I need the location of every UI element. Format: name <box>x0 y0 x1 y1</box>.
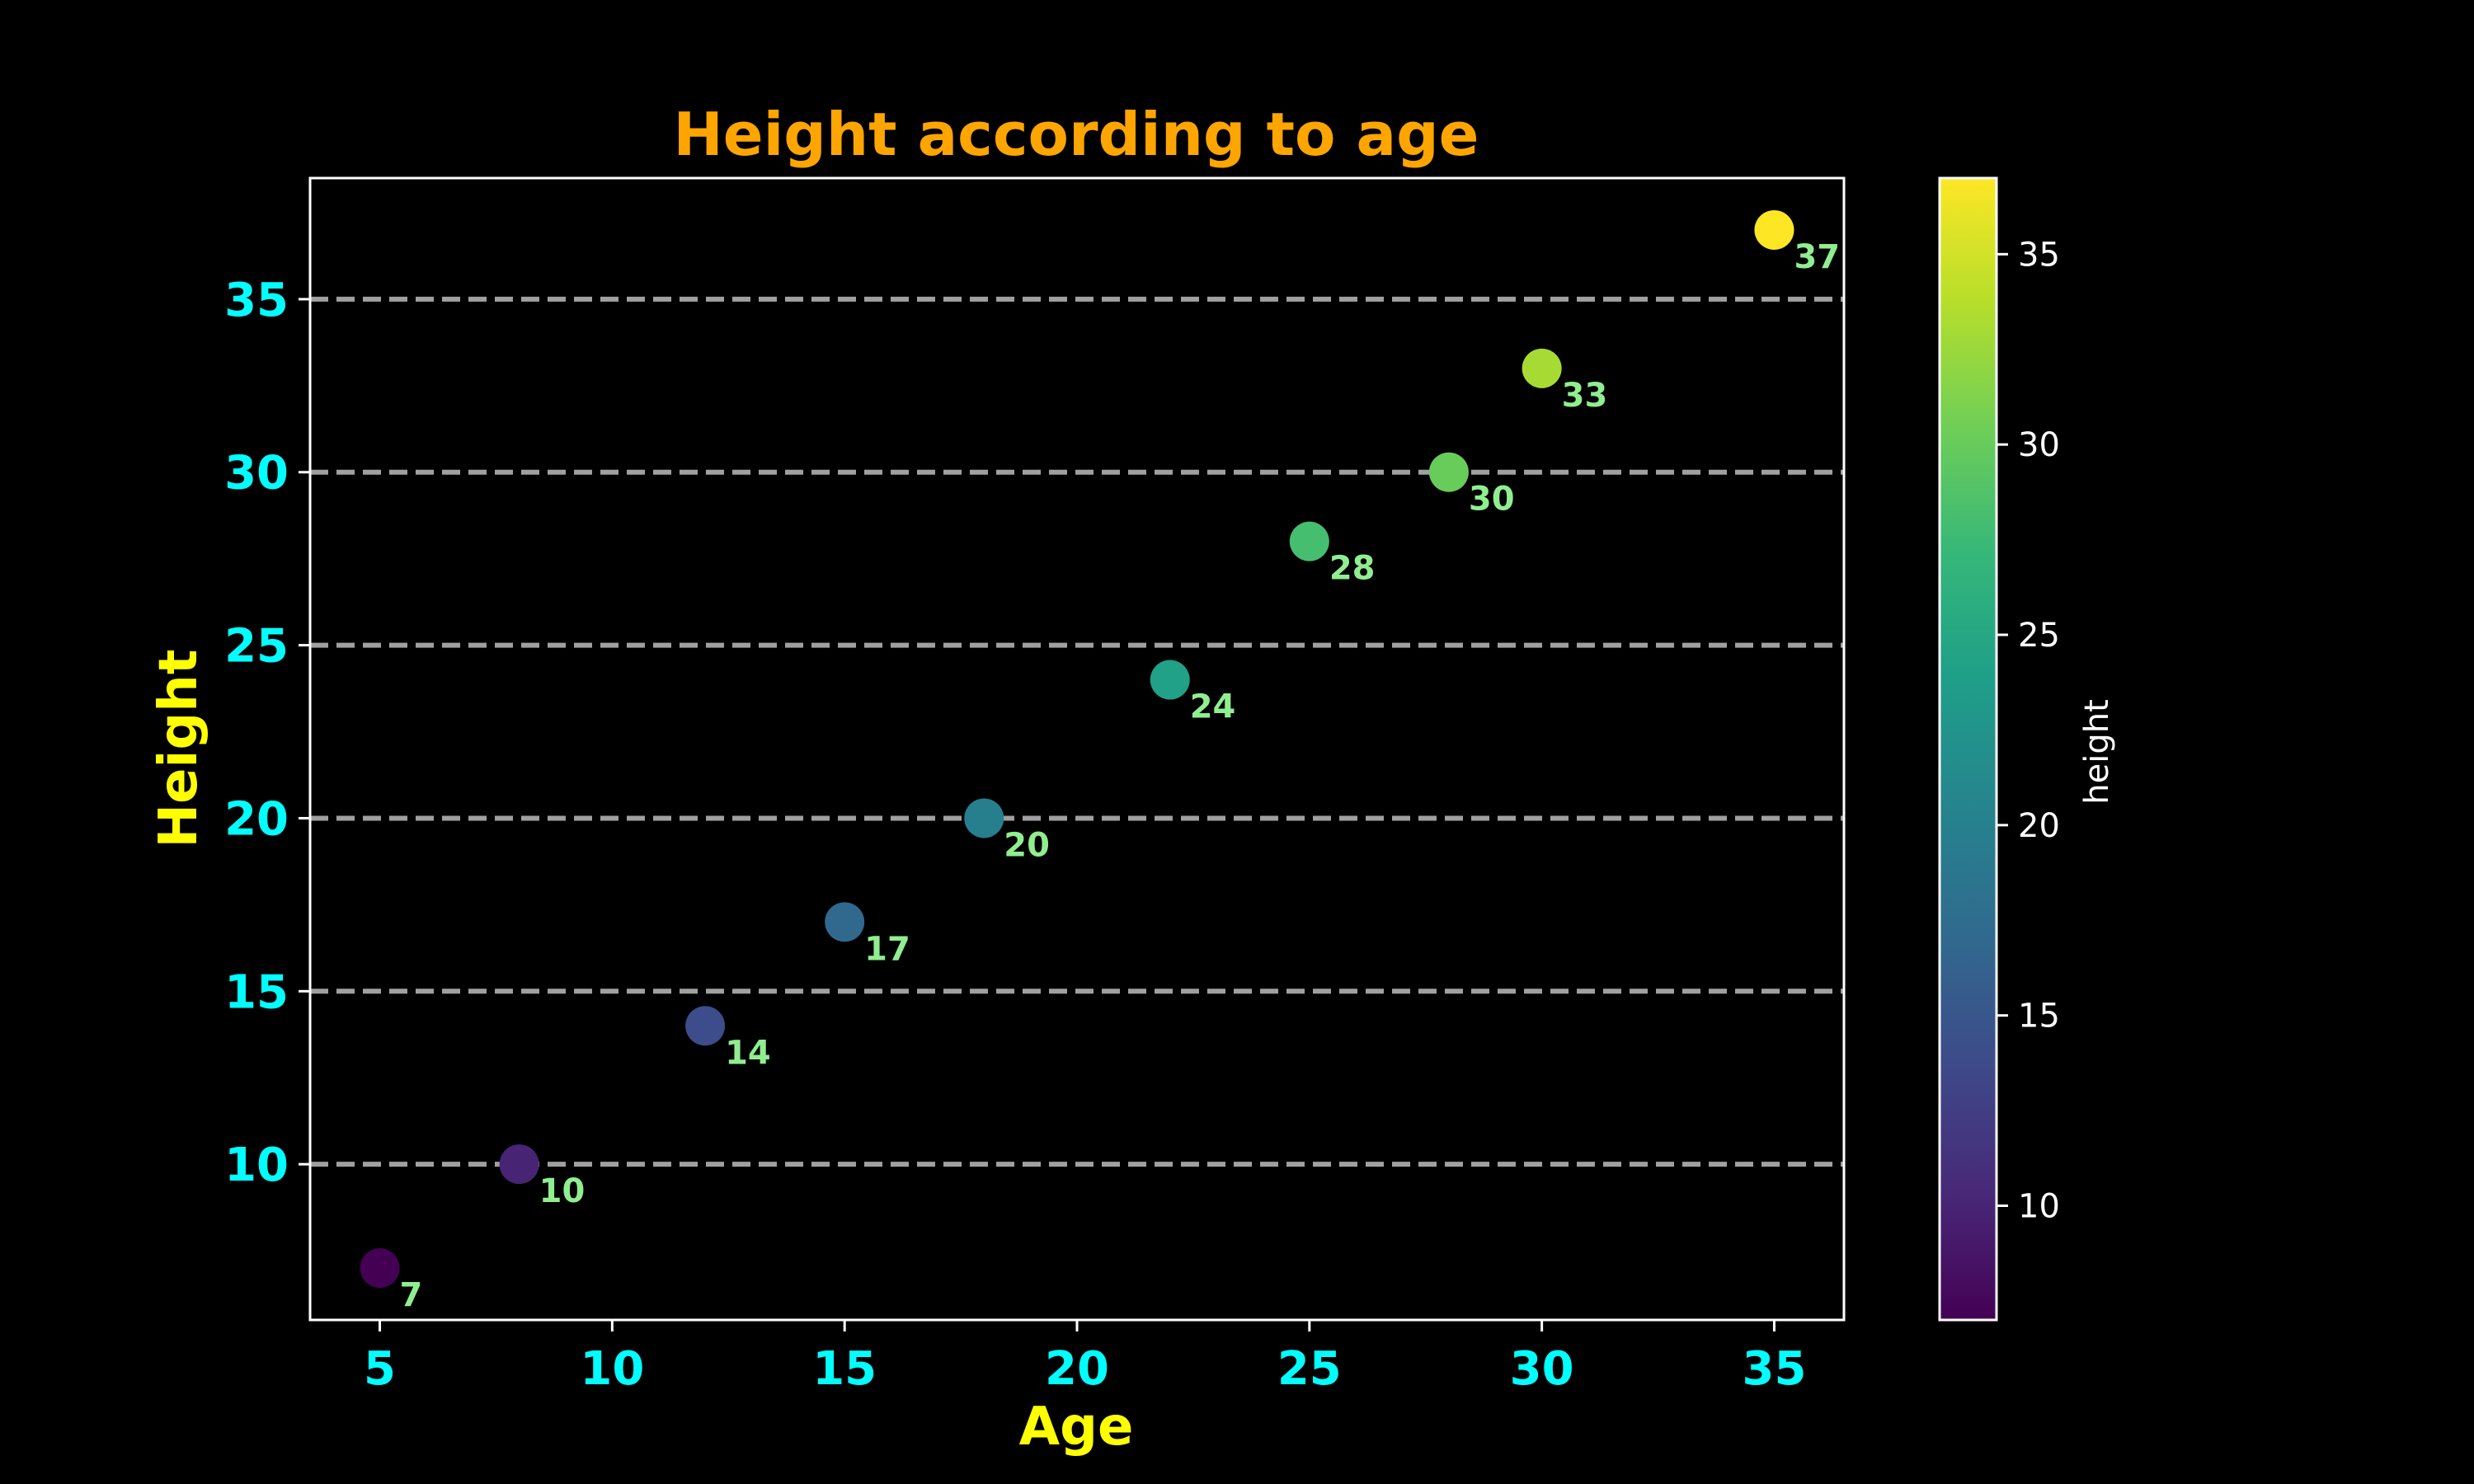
colorbar-tick-label: 30 <box>2018 426 2060 464</box>
data-point-label: 14 <box>725 1034 771 1072</box>
x-tick-label: 20 <box>1045 1342 1109 1396</box>
data-point-label: 20 <box>1004 826 1050 864</box>
data-point <box>360 1248 400 1289</box>
colorbar-tick-label: 10 <box>2018 1188 2060 1226</box>
data-point-label: 37 <box>1794 238 1840 276</box>
data-point <box>1428 452 1469 492</box>
y-tick-label: 25 <box>224 620 289 674</box>
y-tick-label: 30 <box>224 447 289 500</box>
colorbar <box>1938 176 1998 1322</box>
colorbar-tick-label: 25 <box>2018 617 2060 655</box>
colorbar-tick-label: 35 <box>2018 236 2060 274</box>
data-point-labels: 7 10 14 17 20 24 28 30 33 37 <box>400 238 1841 1314</box>
y-tick-label: 10 <box>224 1139 289 1192</box>
data-point <box>1754 209 1794 250</box>
colorbar-ticks: 10 15 20 25 30 35 <box>1997 236 2060 1226</box>
data-point <box>1289 521 1329 561</box>
data-point <box>499 1144 539 1185</box>
data-point-label: 30 <box>1469 481 1515 519</box>
data-point <box>685 1006 726 1046</box>
y-axis-label: Height <box>148 650 209 848</box>
data-point <box>1522 348 1562 388</box>
colorbar-label: height <box>2078 699 2116 805</box>
data-point-label: 28 <box>1329 550 1376 588</box>
y-tick-label: 35 <box>224 274 289 327</box>
data-point <box>825 902 865 942</box>
x-tick-label: 30 <box>1510 1342 1574 1396</box>
x-tick-label: 15 <box>812 1342 877 1396</box>
data-point-label: 33 <box>1562 377 1608 415</box>
x-axis-label: Age <box>1019 1397 1134 1458</box>
chart-title: Height according to age <box>674 100 1479 169</box>
data-points <box>360 209 1794 1289</box>
x-tick-label: 10 <box>580 1342 644 1396</box>
y-tick-label: 20 <box>224 792 289 846</box>
x-tick-label: 5 <box>364 1342 396 1396</box>
x-axis: 5 10 15 20 25 30 35 <box>364 1320 1806 1396</box>
y-tick-label: 15 <box>224 965 289 1019</box>
y-axis: 10 15 20 25 30 35 <box>224 274 310 1192</box>
x-tick-label: 35 <box>1742 1342 1806 1396</box>
data-point-label: 17 <box>864 930 910 968</box>
data-point-label: 10 <box>539 1172 586 1210</box>
x-tick-label: 25 <box>1277 1342 1342 1396</box>
data-point <box>1150 660 1190 700</box>
grid-lines <box>310 296 1844 1167</box>
data-point-label: 7 <box>400 1276 423 1314</box>
data-point-label: 24 <box>1190 688 1236 726</box>
colorbar-tick-label: 20 <box>2018 807 2060 845</box>
colorbar-tick-label: 15 <box>2018 998 2060 1036</box>
data-point <box>964 798 1004 838</box>
